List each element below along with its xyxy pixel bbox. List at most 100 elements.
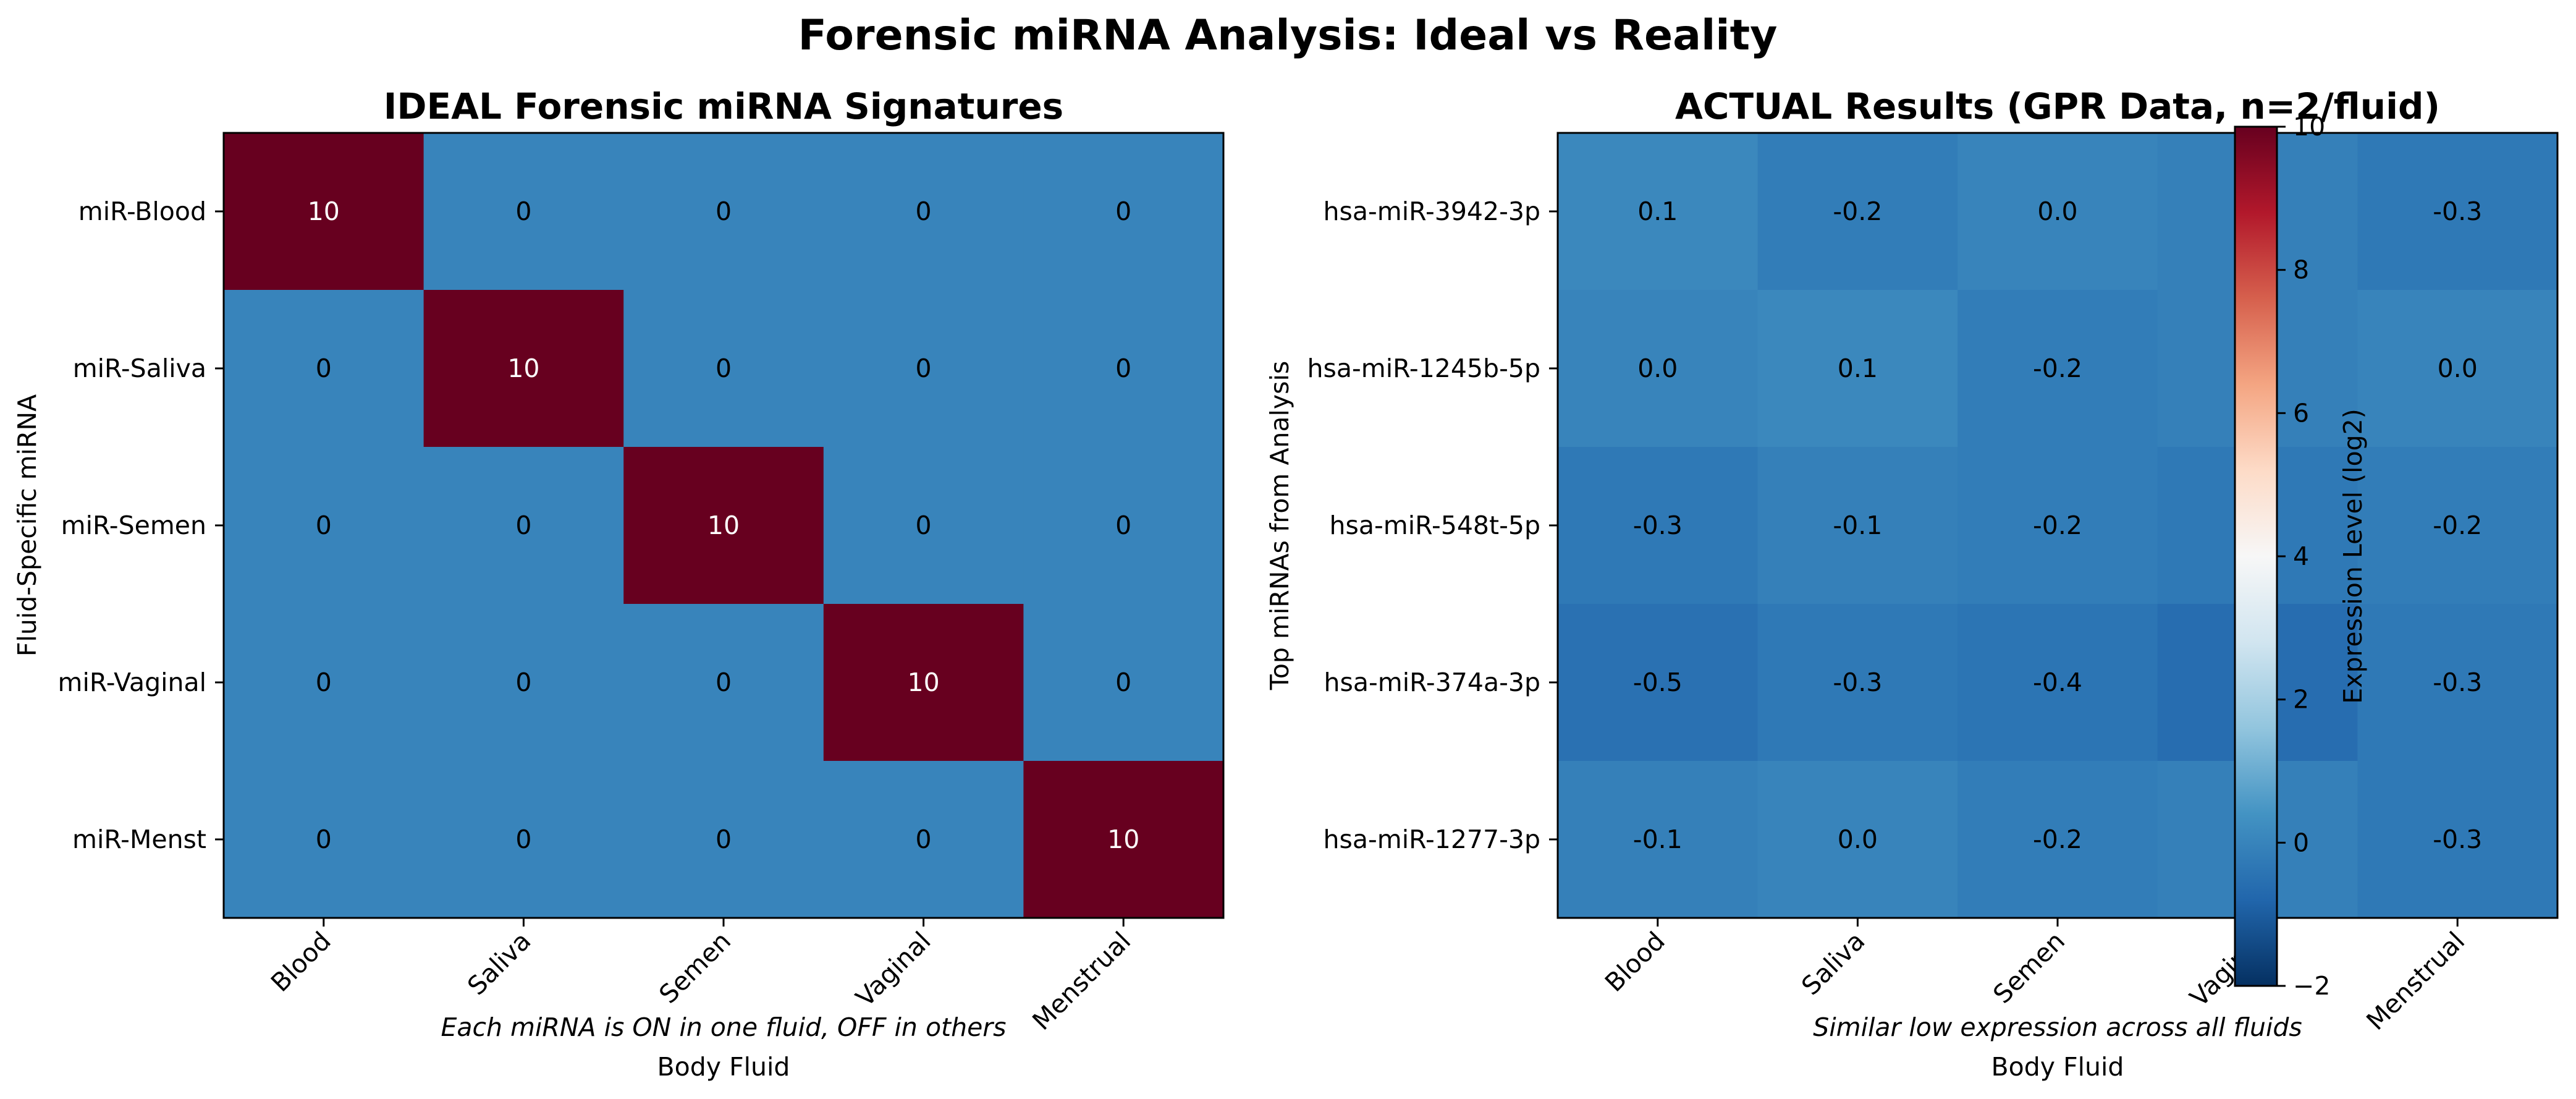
ideal-cell-label: 0: [916, 354, 932, 383]
actual-y-tick-label: hsa-miR-1245b-5p: [1307, 354, 1541, 383]
actual-cell: [1757, 133, 1958, 291]
ideal-cell: [623, 290, 824, 448]
actual-cell: [1957, 447, 2158, 605]
actual-cell: [1957, 290, 2158, 448]
ideal-y-tick-label: miR-Vaginal: [58, 668, 206, 697]
actual-cell: [2357, 604, 2558, 762]
ideal-cell: [1023, 761, 1224, 919]
ideal-cell-label: 10: [707, 511, 740, 540]
colorbar-tick-label: 8: [2293, 255, 2309, 285]
ideal-cell: [823, 133, 1024, 291]
ideal-cell: [224, 604, 424, 762]
actual-cell-label: 0.0: [2037, 197, 2077, 226]
actual-cell-label: -0.1: [1833, 511, 1882, 540]
ideal-x-tick-label: Vaginal: [850, 926, 937, 1012]
colorbar-gradient: [2234, 125, 2278, 987]
actual-y-tick-label: hsa-miR-548t-5p: [1330, 511, 1540, 540]
actual-cell-label: -0.3: [2433, 668, 2482, 697]
ideal-cell-label: 0: [716, 197, 732, 226]
actual-x-tick-label: Blood: [1599, 926, 1671, 998]
actual-cell: [1757, 447, 1958, 605]
actual-cell-label: 0.1: [1838, 354, 1878, 383]
actual-cell: [1558, 447, 1759, 605]
actual-cell-label: 0.0: [1838, 825, 1878, 854]
actual-cell: [1757, 604, 1958, 762]
actual-cell: [1957, 133, 2158, 291]
ideal-cell-label: 0: [316, 511, 332, 540]
actual-cell: [1957, 761, 2158, 919]
ideal-x-tick-label: Saliva: [462, 926, 536, 1001]
actual-y-axis-label: Top miRNAs from Analysis: [1265, 361, 1294, 691]
actual-cell-label: -0.3: [2433, 197, 2482, 226]
ideal-cell-label: 10: [308, 197, 340, 226]
colorbar-tick-label: 2: [2293, 685, 2309, 715]
actual-cell-label: -0.2: [2433, 511, 2482, 540]
ideal-cell-label: 10: [1107, 825, 1139, 854]
actual-cell-label: -0.2: [2033, 511, 2082, 540]
actual-y-tick-label: hsa-miR-3942-3p: [1324, 197, 1540, 226]
ideal-cell: [1023, 447, 1224, 605]
ideal-x-tick-label: Semen: [653, 926, 737, 1009]
ideal-cell-label: 0: [316, 354, 332, 383]
ideal-cell: [1023, 133, 1224, 291]
actual-note: Similar low expression across all fluids: [1813, 1012, 2302, 1042]
ideal-cell-label: 0: [716, 354, 732, 383]
actual-cell: [2357, 761, 2558, 919]
ideal-cell-label: 0: [916, 511, 932, 540]
ideal-y-tick-label: miR-Blood: [78, 197, 206, 226]
ideal-cell-label: 0: [1115, 668, 1131, 697]
ideal-cell: [423, 133, 624, 291]
ideal-x-axis-label: Body Fluid: [657, 1052, 790, 1082]
ideal-cell: [623, 604, 824, 762]
actual-cell-label: -0.5: [1633, 668, 1683, 697]
ideal-cell: [623, 447, 824, 605]
actual-x-tick-label: Menstrual: [2361, 926, 2471, 1036]
colorbar-tick-label: 6: [2293, 398, 2309, 428]
ideal-x-tick-label: Menstrual: [1027, 926, 1137, 1036]
colorbar-label: Expression Level (log2): [2338, 409, 2368, 703]
actual-cell: [1558, 604, 1759, 762]
actual-cell-label: -0.3: [2433, 825, 2482, 854]
ideal-heatmap-panel: IDEAL Forensic miRNA Signatures 10 0 0 0 0 0 1…: [12, 85, 1225, 1082]
actual-cell: [1757, 290, 1958, 448]
ideal-cell: [423, 447, 624, 605]
actual-cell-label: -0.1: [1633, 825, 1683, 854]
figure-title: Forensic miRNA Analysis: Ideal vs Realit…: [798, 11, 1778, 60]
actual-cell: [1558, 290, 1759, 448]
actual-cell: [2357, 290, 2558, 448]
actual-y-tick-label: hsa-miR-374a-3p: [1324, 668, 1540, 697]
ideal-cell: [423, 290, 624, 448]
ideal-cell: [623, 133, 824, 291]
ideal-x-tick-label: Blood: [265, 926, 337, 998]
ideal-cell-label: 10: [908, 668, 940, 697]
ideal-cell: [224, 447, 424, 605]
ideal-cell: [623, 761, 824, 919]
ideal-cell-label: 0: [316, 825, 332, 854]
ideal-cell-label: 0: [515, 197, 531, 226]
ideal-cell-label: 0: [1115, 511, 1131, 540]
actual-cell-label: 0.0: [1637, 354, 1678, 383]
ideal-cell: [224, 761, 424, 919]
actual-cell: [1957, 604, 2158, 762]
colorbar-tick-label: 0: [2293, 828, 2309, 857]
actual-cell-label: -0.4: [2033, 668, 2082, 697]
actual-x-tick-label: Semen: [1987, 926, 2071, 1009]
actual-x-axis-label: Body Fluid: [1991, 1052, 2124, 1082]
ideal-cell-label: 0: [316, 668, 332, 697]
actual-cell: [1558, 761, 1759, 919]
ideal-y-tick-label: miR-Saliva: [73, 354, 206, 383]
ideal-cell-label: 0: [916, 825, 932, 854]
ideal-cell-label: 0: [1115, 197, 1131, 226]
ideal-cell-label: 0: [515, 511, 531, 540]
actual-cell-label: -0.3: [1833, 668, 1882, 697]
actual-cell-label: -0.2: [2033, 825, 2082, 854]
ideal-cell-label: 0: [1115, 354, 1131, 383]
ideal-note: Each miRNA is ON in one fluid, OFF in ot…: [441, 1012, 1006, 1042]
ideal-heatmap-title: IDEAL Forensic miRNA Signatures: [384, 85, 1063, 127]
ideal-cell: [823, 290, 1024, 448]
ideal-y-tick-label: miR-Semen: [61, 511, 206, 540]
colorbar-tick-label: 4: [2293, 541, 2309, 571]
actual-cell-label: 0.1: [1637, 197, 1678, 226]
ideal-cell: [823, 604, 1024, 762]
